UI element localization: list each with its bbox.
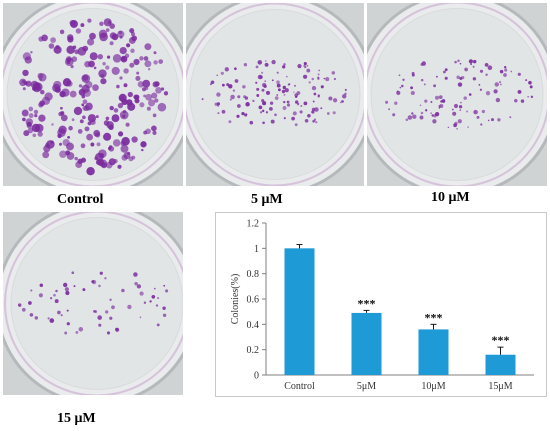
plate-image-15um [3,212,183,395]
colony-bar-chart: 0 0.2 0.4 0.6 0.8 1 1.2 Colonies(%) Control *** 5μ… [215,212,547,397]
colonies [17,271,169,335]
y-tick-label: 0.6 [247,295,260,306]
y-axis-label: Colonies(%) [230,274,241,325]
y-tick-label: 0.8 [247,269,260,280]
plate-drawing [3,212,183,395]
x-tick-label: Control [284,381,315,392]
panel-label-10um: 10 μM [431,190,470,205]
significance-label-3: *** [492,333,510,347]
y-tick-label: 0 [254,371,259,382]
y-tick-label: 0.2 [247,345,260,356]
plate-image-10um [367,3,547,186]
significance-label-1: *** [358,296,376,310]
bar-2 [418,329,449,375]
colonies [19,18,169,176]
y-tick-label: 0.4 [247,320,260,331]
bar-1 [351,312,382,375]
significance-label-2: *** [425,310,443,324]
panel-label-control: Control [57,192,104,207]
chart-svg: 0 0.2 0.4 0.6 0.8 1 1.2 Colonies(%) Control *** 5μ… [230,219,534,392]
panel-label-15um: 15 μM [57,411,96,426]
x-tick-label: 10μM [421,381,445,392]
plate-image-control [3,3,183,186]
bar-3 [485,354,516,375]
plate-drawing [367,3,547,186]
y-tick-label: 1.2 [247,219,260,230]
plate-drawing [3,3,183,186]
bar-0 [284,248,315,375]
plate-image-5um [186,3,364,186]
colonies [385,59,534,130]
panel-label-5um: 5 μM [251,192,283,207]
colonies [201,59,347,127]
plate-drawing [186,3,364,186]
x-tick-label: 15μM [488,381,512,392]
x-tick-label: 5μM [357,381,376,392]
y-tick-label: 1 [254,244,259,255]
